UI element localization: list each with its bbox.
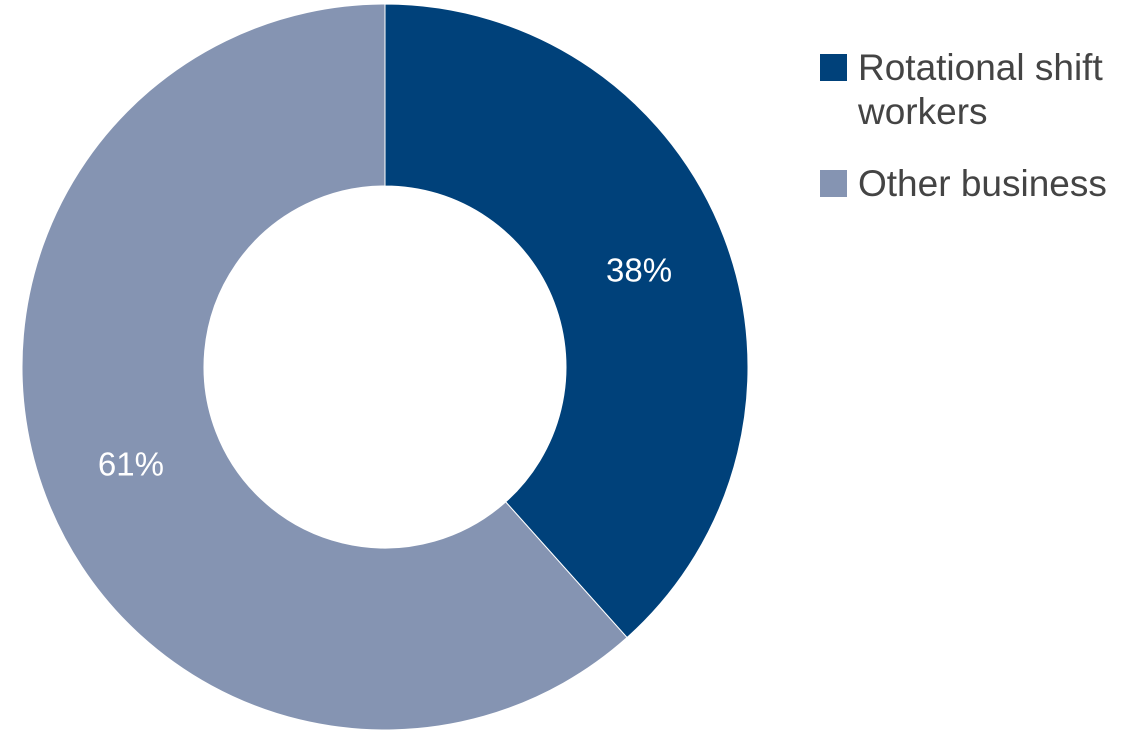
legend-swatch-other-business [820, 170, 847, 197]
legend-swatch-rotational-shift-workers [820, 54, 847, 81]
data-label-other-business: 61% [98, 446, 164, 483]
legend-item-rotational-shift-workers: Rotational shift workers [820, 46, 1140, 134]
slice-labels: 38% 61% [98, 251, 672, 482]
legend-label-rotational-shift-workers: Rotational shift workers [858, 47, 1103, 132]
donut-slices [21, 3, 749, 731]
slice-other-business [21, 3, 628, 731]
slice-rotational-shift-workers [384, 3, 749, 639]
legend-item-other-business: Other business [820, 162, 1140, 206]
legend-label-other-business: Other business [858, 163, 1107, 204]
data-label-rotational-shift-workers: 38% [606, 251, 672, 288]
chart-legend: Rotational shift workers Other business [820, 46, 1140, 234]
